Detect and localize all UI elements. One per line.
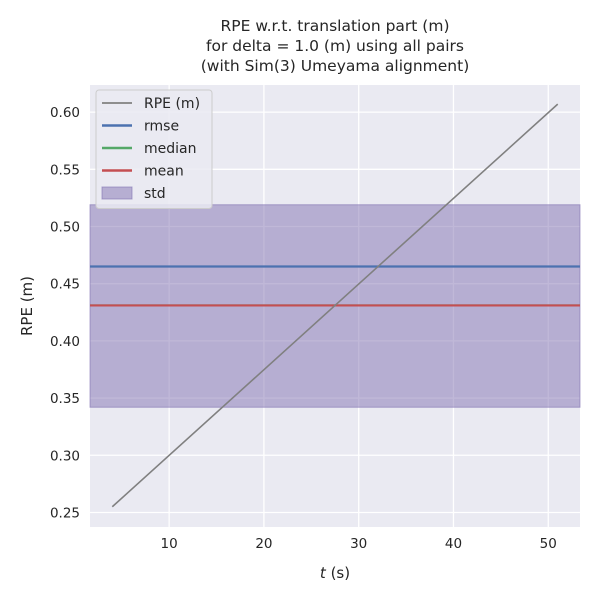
y-tick-label: 0.30 bbox=[50, 448, 80, 464]
y-tick-label: 0.45 bbox=[50, 277, 80, 293]
rpe-series-line bbox=[111, 103, 559, 508]
x-axis-unit: (s) bbox=[326, 564, 350, 582]
chart-title: RPE w.r.t. translation part (m) for delt… bbox=[201, 17, 470, 75]
y-tick-label: 0.40 bbox=[50, 334, 80, 350]
legend: RPE (m) rmse median mean std bbox=[95, 89, 213, 209]
x-tick-label: 10 bbox=[161, 536, 178, 552]
legend-label: mean bbox=[144, 164, 184, 180]
x-tick-label: 50 bbox=[540, 536, 557, 552]
y-tick-label: 0.50 bbox=[50, 219, 80, 235]
chart-marks bbox=[89, 103, 581, 508]
legend-label: RPE (m) bbox=[144, 96, 200, 112]
y-tick-label: 0.35 bbox=[50, 391, 80, 407]
title-line-2: for delta = 1.0 (m) using all pairs bbox=[206, 37, 464, 55]
x-axis-label: t (s) bbox=[320, 564, 350, 582]
tick-labels: 10 20 30 40 50 0.25 0.30 0.35 0.40 0.45 0.50 0.55 0.… bbox=[50, 105, 557, 552]
x-tick-label: 20 bbox=[255, 536, 272, 552]
y-axis-label: RPE (m) bbox=[18, 276, 36, 336]
title-line-3: (with Sim(3) Umeyama alignment) bbox=[201, 57, 470, 75]
y-tick-label: 0.55 bbox=[50, 162, 80, 178]
legend-label: std bbox=[144, 186, 166, 202]
legend-box bbox=[95, 89, 213, 209]
y-tick-label: 0.60 bbox=[50, 105, 80, 121]
x-tick-label: 40 bbox=[445, 536, 462, 552]
legend-label: rmse bbox=[144, 119, 179, 135]
x-axis-variable: t bbox=[320, 564, 327, 582]
y-tick-label: 0.25 bbox=[50, 505, 80, 521]
title-line-1: RPE w.r.t. translation part (m) bbox=[220, 17, 449, 35]
legend-label: median bbox=[144, 141, 196, 157]
legend-swatch bbox=[101, 186, 133, 200]
x-tick-label: 30 bbox=[350, 536, 367, 552]
